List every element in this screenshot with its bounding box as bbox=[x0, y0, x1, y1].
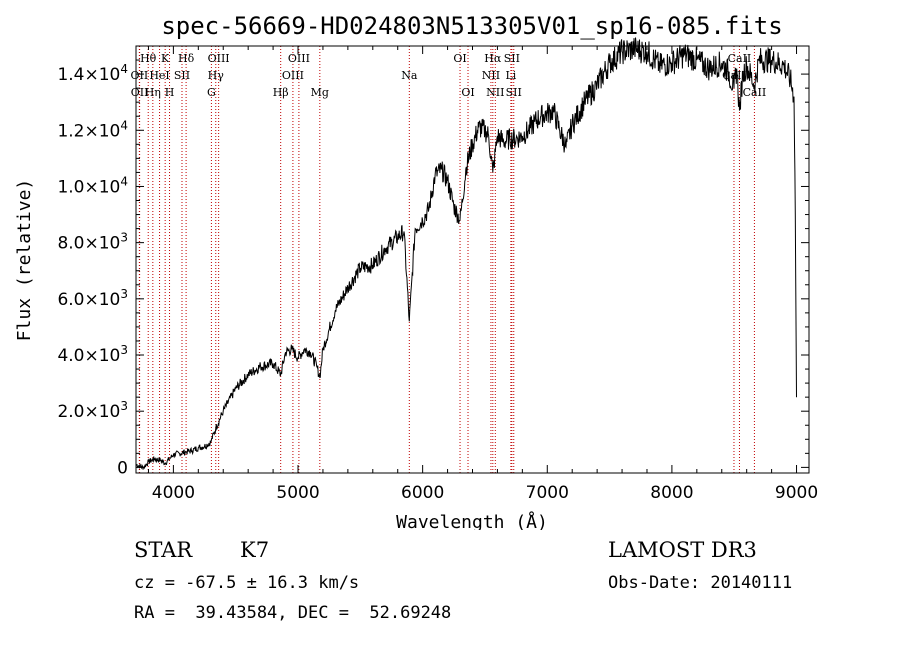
spectral-line-label: Hβ bbox=[273, 86, 289, 99]
x-tick-label: 7000 bbox=[526, 483, 569, 503]
y-tick-mantissa: 1.4×10 bbox=[57, 65, 120, 85]
spectral-line-label: CaII bbox=[743, 86, 767, 99]
observation-date: Obs-Date: 20140111 bbox=[608, 573, 793, 593]
y-tick-mantissa: 1.0×10 bbox=[57, 177, 120, 197]
spectral-line-label: HeI bbox=[149, 69, 169, 82]
spectral-line-label: Hα bbox=[484, 52, 502, 65]
y-tick-label: 1.4×104 bbox=[57, 62, 128, 85]
spectral-line-label: Hδ bbox=[178, 52, 195, 65]
y-tick-label: 4.0×103 bbox=[57, 343, 128, 366]
y-tick-label: 0 bbox=[117, 458, 128, 478]
spectral-line-label: NII bbox=[486, 86, 504, 99]
spectrum-chart: spec-56669-HD024803N513305V01_sp16-085.f… bbox=[14, 12, 818, 530]
spectral-line-label: Na bbox=[401, 69, 418, 82]
spectral-line-label: Hγ bbox=[208, 69, 225, 82]
chart-title: spec-56669-HD024803N513305V01_sp16-085.f… bbox=[161, 12, 782, 40]
y-tick-label: 2.0×103 bbox=[57, 399, 128, 422]
x-tick-label: 5000 bbox=[276, 483, 319, 503]
redshift-value: cz = -67.5 ± 16.3 km/s bbox=[134, 573, 360, 593]
coordinates: RA = 39.43584, DEC = 52.69248 bbox=[134, 603, 452, 623]
spectral-line-label: OIII bbox=[288, 52, 310, 65]
spectral-line-label: G bbox=[207, 86, 216, 99]
x-tick-label: 4000 bbox=[152, 483, 195, 503]
y-tick-mantissa: 2.0×10 bbox=[57, 402, 120, 422]
flux-series-line bbox=[135, 37, 797, 470]
spectral-line-label: SII bbox=[174, 69, 190, 82]
x-axis-ticks: 4000 5000 6000 7000 8000 9000 bbox=[147, 46, 818, 503]
spectral-line-markers bbox=[138, 46, 755, 473]
y-tick-label: 8.0×103 bbox=[57, 231, 128, 254]
y-axis-label: Flux (relative) bbox=[14, 179, 35, 342]
x-axis-label: Wavelength (Å) bbox=[396, 511, 548, 530]
x-tick-label: 9000 bbox=[775, 483, 818, 503]
spectral-line-label: NII bbox=[482, 69, 500, 82]
spectral-line-label: OIII bbox=[208, 52, 230, 65]
spectral-subclass: K7 bbox=[240, 538, 270, 562]
spectral-line-label: Li bbox=[505, 69, 516, 82]
y-tick-exponent: 3 bbox=[120, 399, 128, 413]
spectral-line-label: Hη bbox=[145, 86, 161, 99]
y-tick-mantissa: 1.2×10 bbox=[57, 121, 120, 141]
spectral-line-label: OIII bbox=[282, 69, 304, 82]
spectral-line-label: CaII bbox=[722, 69, 746, 82]
y-tick-mantissa: 4.0×10 bbox=[57, 346, 120, 366]
y-tick-mantissa: 0 bbox=[117, 458, 128, 478]
survey-name: LAMOST DR3 bbox=[608, 538, 757, 562]
spectral-line-label: Hθ bbox=[140, 52, 157, 65]
y-tick-exponent: 4 bbox=[120, 174, 128, 188]
y-tick-exponent: 3 bbox=[120, 231, 128, 245]
x-tick-label: 6000 bbox=[401, 483, 444, 503]
spectral-line-label: Mg bbox=[311, 86, 329, 99]
spectral-line-label: OII bbox=[131, 86, 149, 99]
y-tick-exponent: 3 bbox=[120, 343, 128, 357]
x-tick-label: 8000 bbox=[650, 483, 693, 503]
y-tick-exponent: 4 bbox=[120, 62, 128, 76]
object-class: STAR bbox=[134, 538, 193, 562]
spectral-line-label: OI bbox=[461, 86, 474, 99]
spectral-line-label: H bbox=[165, 86, 175, 99]
spectral-line-label: OI bbox=[453, 52, 466, 65]
spectral-line-label: SII bbox=[504, 52, 520, 65]
spectral-line-label: OII bbox=[131, 69, 149, 82]
spectral-line-label: SII bbox=[506, 86, 522, 99]
y-axis-ticks: 02.0×1034.0×1036.0×1038.0×1031.0×1041.2×… bbox=[57, 59, 809, 478]
plot-frame bbox=[135, 45, 810, 474]
y-tick-exponent: 3 bbox=[120, 287, 128, 301]
y-tick-mantissa: 8.0×10 bbox=[57, 234, 120, 254]
spectral-line-label: K bbox=[161, 52, 170, 65]
y-tick-label: 1.2×104 bbox=[57, 118, 128, 141]
y-tick-label: 1.0×104 bbox=[57, 174, 128, 197]
y-tick-mantissa: 6.0×10 bbox=[57, 290, 120, 310]
spectral-line-label: CaII bbox=[728, 52, 752, 65]
y-tick-label: 6.0×103 bbox=[57, 287, 128, 310]
y-tick-exponent: 4 bbox=[120, 118, 128, 132]
